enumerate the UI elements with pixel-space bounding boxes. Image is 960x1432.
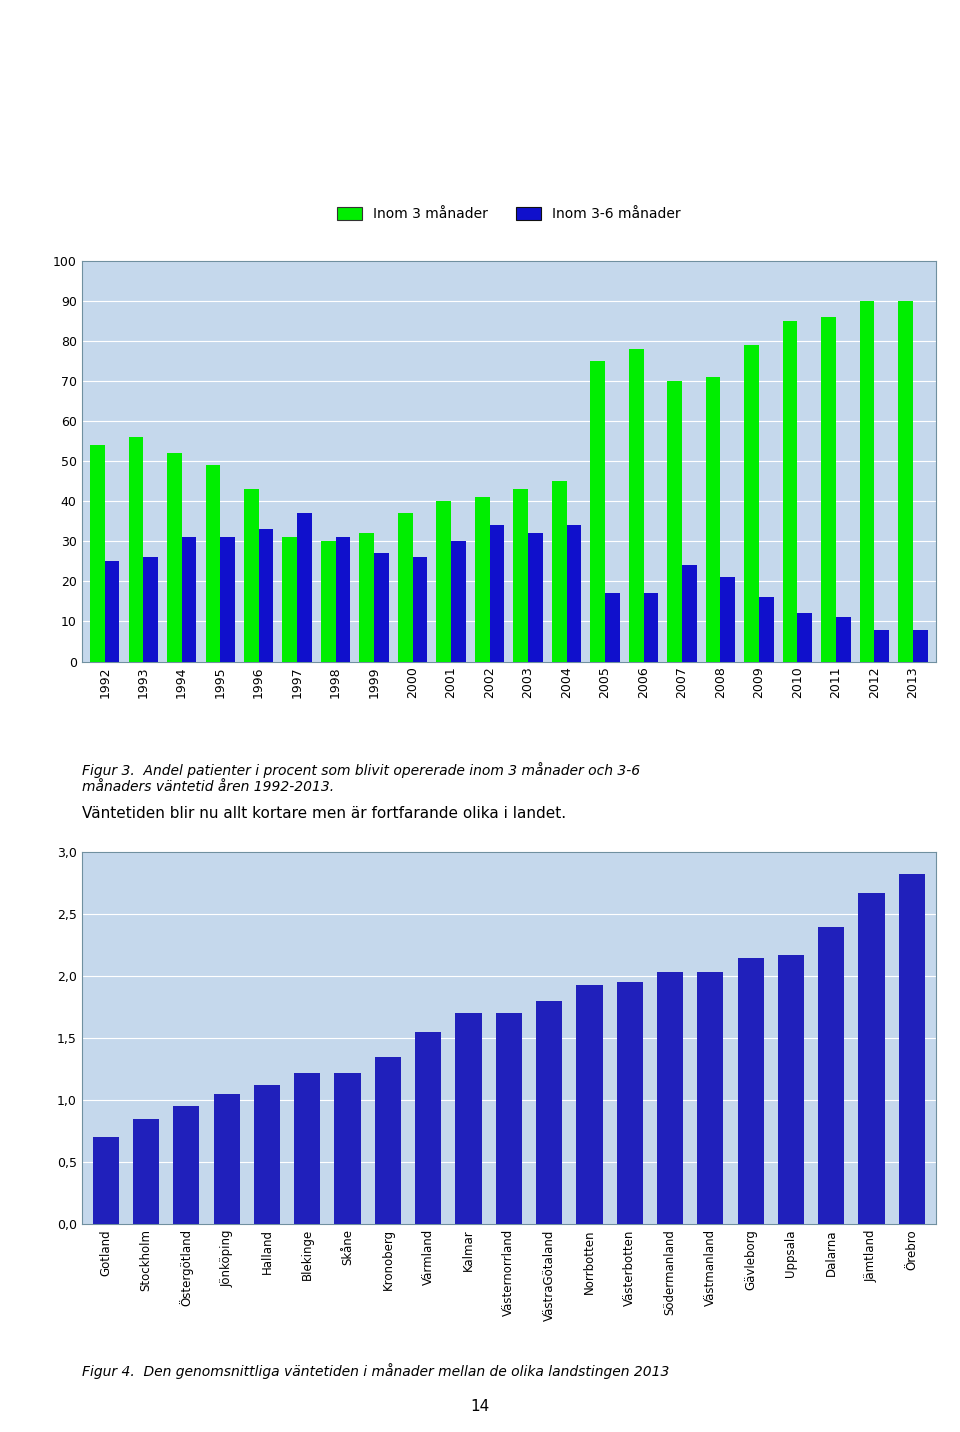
Bar — [455, 1014, 482, 1224]
Bar — [528, 533, 542, 662]
Bar — [174, 1107, 200, 1224]
Bar — [818, 927, 844, 1224]
Bar — [415, 1032, 442, 1224]
Bar — [566, 526, 581, 662]
Bar — [913, 630, 927, 662]
Bar — [682, 566, 697, 662]
Bar — [667, 381, 682, 662]
Bar — [495, 1014, 522, 1224]
Bar — [514, 490, 528, 662]
Bar — [244, 490, 258, 662]
Bar — [605, 593, 619, 662]
Bar — [93, 1137, 119, 1224]
Bar — [798, 613, 812, 662]
Bar — [490, 526, 504, 662]
Bar — [590, 361, 605, 662]
Bar — [875, 630, 889, 662]
Bar — [744, 345, 759, 662]
Bar — [413, 557, 427, 662]
Bar — [576, 985, 603, 1224]
Bar — [359, 533, 374, 662]
Bar — [321, 541, 336, 662]
Bar — [616, 982, 643, 1224]
Bar — [536, 1001, 563, 1224]
Bar — [759, 597, 774, 662]
Bar — [253, 1085, 280, 1224]
Bar — [629, 349, 643, 662]
Bar — [778, 955, 804, 1224]
Bar — [437, 501, 451, 662]
Bar — [720, 577, 735, 662]
Bar — [90, 445, 105, 662]
Bar — [475, 497, 490, 662]
Bar — [858, 894, 884, 1224]
Bar — [205, 465, 220, 662]
Bar — [899, 875, 924, 1224]
Text: 14: 14 — [470, 1399, 490, 1413]
Bar — [643, 593, 659, 662]
Bar — [220, 537, 235, 662]
Bar — [213, 1094, 240, 1224]
Bar — [105, 561, 119, 662]
Bar — [282, 537, 298, 662]
Bar — [782, 321, 798, 662]
Bar — [836, 617, 851, 662]
Bar — [258, 530, 274, 662]
Bar — [334, 1073, 361, 1224]
Bar — [697, 972, 724, 1224]
Bar — [143, 557, 157, 662]
Bar — [552, 481, 566, 662]
Text: Figur 4.  Den genomsnittliga väntetiden i månader mellan de olika landstingen 20: Figur 4. Den genomsnittliga väntetiden i… — [82, 1363, 669, 1379]
Bar — [706, 377, 720, 662]
Bar — [374, 1057, 401, 1224]
Bar — [181, 537, 196, 662]
Bar — [899, 301, 913, 662]
Bar — [298, 513, 312, 662]
Legend: Inom 3 månader, Inom 3-6 månader: Inom 3 månader, Inom 3-6 månader — [331, 202, 686, 226]
Bar — [860, 301, 875, 662]
Bar — [294, 1073, 321, 1224]
Bar — [167, 453, 181, 662]
Bar — [737, 958, 764, 1224]
Bar — [133, 1118, 159, 1224]
Bar — [129, 437, 143, 662]
Bar — [822, 316, 836, 662]
Bar — [398, 513, 413, 662]
Bar — [374, 553, 389, 662]
Bar — [451, 541, 466, 662]
Bar — [657, 972, 684, 1224]
Text: Figur 3.  Andel patienter i procent som blivit opererade inom 3 månader och 3-6
: Figur 3. Andel patienter i procent som b… — [82, 762, 639, 793]
Text: Väntetiden blir nu allt kortare men är fortfarande olika i landet.: Väntetiden blir nu allt kortare men är f… — [82, 806, 565, 821]
Bar — [336, 537, 350, 662]
